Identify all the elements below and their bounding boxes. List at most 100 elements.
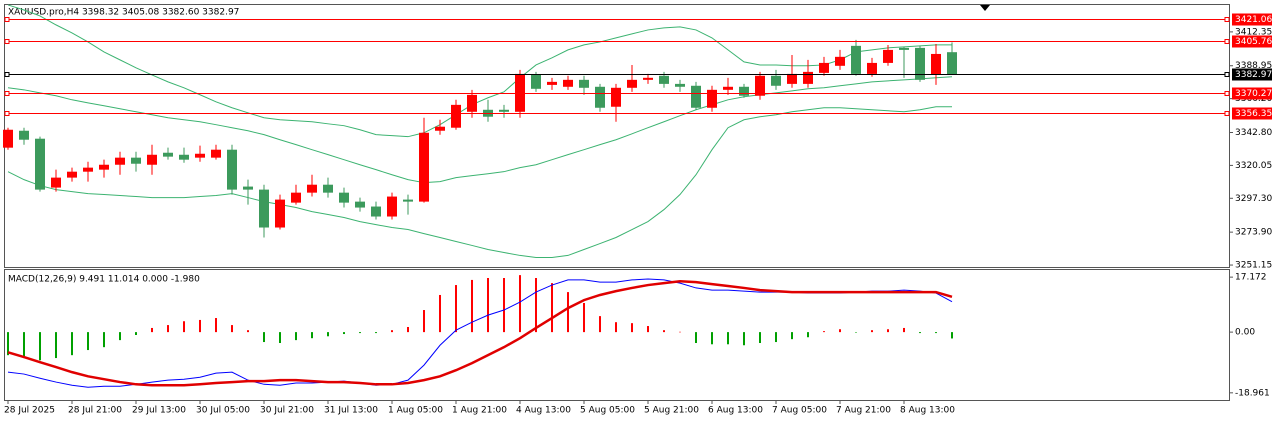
candle-body bbox=[419, 132, 429, 202]
level-marker bbox=[4, 72, 10, 77]
macd-histogram-bar bbox=[135, 332, 137, 335]
candle-body bbox=[579, 79, 589, 88]
macd-histogram-bar bbox=[839, 329, 841, 333]
candle-body bbox=[451, 104, 461, 128]
macd-histogram-bar bbox=[247, 330, 249, 333]
bollinger-band bbox=[7, 4, 952, 138]
candle-body bbox=[19, 130, 29, 140]
macd-histogram-bar bbox=[359, 332, 361, 334]
level-marker bbox=[4, 39, 10, 44]
chart-title: XAUUSD.pro,H4 3398.32 3405.08 3382.60 33… bbox=[8, 8, 239, 18]
candle-body bbox=[275, 199, 285, 228]
y-tick-label: 3320.05 bbox=[1235, 161, 1272, 171]
y-tick-label: 3342.80 bbox=[1235, 128, 1272, 138]
x-tick-label: 1 Aug 05:00 bbox=[388, 406, 443, 416]
candle-body bbox=[243, 186, 253, 190]
macd-histogram-bar bbox=[535, 278, 537, 333]
macd-histogram-bar bbox=[743, 332, 745, 346]
y-tick-label: -18.961 bbox=[1235, 388, 1270, 398]
level-marker bbox=[4, 111, 10, 116]
macd-histogram-bar bbox=[679, 331, 681, 333]
level-label: 3356.35 bbox=[1235, 109, 1272, 119]
level-label: 3382.97 bbox=[1235, 70, 1272, 80]
candle-body bbox=[643, 77, 653, 80]
candle-body bbox=[931, 53, 941, 75]
level-label-box bbox=[1232, 35, 1272, 48]
candle-body bbox=[835, 56, 845, 66]
candle-body bbox=[771, 75, 781, 86]
macd-histogram-bar bbox=[183, 321, 185, 333]
macd-histogram-bar bbox=[263, 332, 265, 343]
x-tick-label: 31 Jul 13:00 bbox=[324, 406, 378, 416]
x-tick-label: 28 Jul 21:00 bbox=[68, 406, 122, 416]
candle-body bbox=[723, 86, 733, 90]
bollinger-band bbox=[7, 76, 953, 184]
candle-body bbox=[531, 74, 541, 89]
candle-body bbox=[819, 62, 829, 73]
shift-marker bbox=[980, 5, 990, 11]
level-label: 3405.76 bbox=[1235, 37, 1272, 47]
candle-body bbox=[259, 189, 269, 228]
candle-body bbox=[755, 75, 765, 96]
candle-body bbox=[787, 73, 797, 84]
macd-histogram-bar bbox=[311, 332, 313, 339]
candle-body bbox=[467, 94, 477, 112]
x-tick-label: 28 Jul 2025 bbox=[4, 406, 55, 416]
macd-histogram-bar bbox=[71, 332, 73, 356]
candle-body bbox=[851, 45, 861, 74]
candle-body bbox=[803, 71, 813, 84]
macd-histogram-bar bbox=[87, 332, 89, 351]
candle-body bbox=[899, 47, 909, 50]
candle-body bbox=[387, 196, 397, 217]
macd-histogram-bar bbox=[791, 332, 793, 340]
x-tick-label: 1 Aug 21:00 bbox=[452, 406, 507, 416]
candle-body bbox=[307, 184, 317, 193]
candle-body bbox=[883, 49, 893, 63]
level-marker bbox=[4, 17, 10, 22]
macd-histogram-bar bbox=[695, 332, 697, 344]
macd-histogram-bar bbox=[55, 332, 57, 359]
level-marker bbox=[1224, 72, 1230, 77]
y-tick-label: 0.00 bbox=[1235, 328, 1255, 338]
signal-line bbox=[7, 279, 953, 387]
x-tick-label: 30 Jul 21:00 bbox=[260, 406, 314, 416]
macd-title: MACD(12,26,9) 9.491 11.014 0.000 -1.980 bbox=[8, 275, 200, 285]
macd-histogram-bar bbox=[519, 275, 521, 333]
macd-histogram-bar bbox=[343, 332, 345, 335]
candle-body bbox=[339, 192, 349, 203]
candle-body bbox=[35, 138, 45, 190]
y-tick-label: 3273.90 bbox=[1235, 228, 1272, 238]
macd-histogram-bar bbox=[903, 327, 905, 333]
macd-histogram-bar bbox=[167, 325, 169, 333]
candle-body bbox=[627, 79, 637, 88]
macd-histogram-bar bbox=[215, 318, 217, 333]
y-tick-label: 3388.95 bbox=[1235, 61, 1272, 71]
macd-histogram-bar bbox=[279, 332, 281, 344]
level-label: 3370.27 bbox=[1235, 89, 1272, 99]
macd-histogram-bar bbox=[151, 327, 153, 333]
macd-histogram-bar bbox=[231, 325, 233, 333]
candle-body bbox=[675, 83, 685, 87]
level-label: 3421.06 bbox=[1235, 15, 1272, 25]
y-tick-label: 3297.30 bbox=[1235, 194, 1272, 204]
level-marker bbox=[1224, 111, 1230, 116]
candle-body bbox=[3, 129, 13, 148]
candle-body bbox=[499, 109, 509, 112]
candle-body bbox=[291, 192, 301, 203]
macd-histogram-bar bbox=[759, 332, 761, 344]
candle-body bbox=[99, 164, 109, 170]
x-tick-label: 5 Aug 05:00 bbox=[580, 406, 635, 416]
candle-body bbox=[947, 52, 957, 75]
macd-histogram-bar bbox=[711, 332, 713, 345]
level-marker bbox=[1224, 91, 1230, 96]
candle-body bbox=[515, 73, 525, 112]
macd-histogram-bar bbox=[583, 302, 585, 333]
macd-histogram-bar bbox=[807, 332, 809, 338]
x-tick-label: 30 Jul 05:00 bbox=[196, 406, 250, 416]
level-label-box bbox=[1232, 107, 1272, 120]
candle-body bbox=[659, 75, 669, 84]
candle-body bbox=[547, 81, 557, 85]
macd-histogram-bar bbox=[439, 294, 441, 333]
level-marker bbox=[1224, 39, 1230, 44]
